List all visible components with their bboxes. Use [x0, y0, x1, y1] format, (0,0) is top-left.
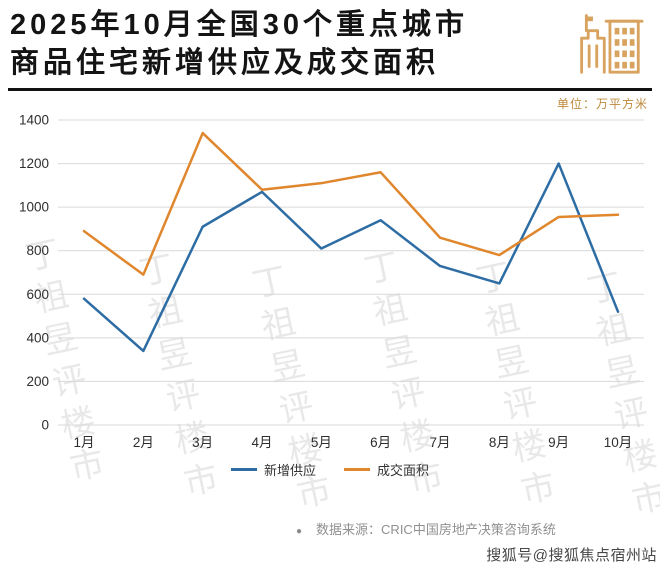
data-source: ● 数据来源：CRIC中国房地产决策咨询系统	[296, 519, 556, 538]
svg-text:1400: 1400	[19, 113, 49, 128]
svg-text:6月: 6月	[370, 435, 391, 450]
unit-label: 单位：万平方米	[556, 97, 648, 111]
svg-text:1200: 1200	[19, 156, 49, 171]
line-chart: 0 200 400 600 800 1000 1200 1400 1月 2月 3月 4月 5月 6月 7月 8…	[2, 110, 658, 455]
svg-text:600: 600	[26, 287, 49, 302]
sohu-credit: 搜狐号@搜狐焦点宿州站	[486, 547, 657, 564]
svg-text:9月: 9月	[548, 435, 569, 450]
title-underline	[8, 88, 652, 91]
svg-text:7月: 7月	[429, 435, 450, 450]
svg-text:1000: 1000	[19, 200, 49, 215]
svg-text:5月: 5月	[311, 435, 332, 450]
legend-label-new-supply: 新增供应	[263, 463, 316, 478]
source-text: 数据来源：CRIC中国房地产决策咨询系统	[316, 522, 556, 537]
legend-item-transaction-area: 成交面积	[344, 460, 429, 479]
new-supply-line-swatch	[230, 468, 257, 471]
svg-text:0: 0	[41, 418, 49, 433]
svg-text:200: 200	[26, 374, 49, 389]
bullet-icon: ●	[296, 526, 303, 537]
legend-label-transaction-area: 成交面积	[377, 463, 430, 478]
svg-text:2月: 2月	[133, 435, 154, 450]
legend-item-new-supply: 新增供应	[230, 460, 316, 479]
page-title: 2025年10月全国30个重点城市 商品住宅新增供应及成交面积	[10, 6, 468, 82]
transaction-area-line-swatch	[344, 468, 370, 471]
chart-legend: 新增供应 成交面积	[0, 460, 660, 479]
title-line2: 商品住宅新增供应及成交面积	[10, 47, 440, 79]
svg-text:10月: 10月	[604, 435, 633, 450]
svg-text:4月: 4月	[251, 435, 272, 450]
title-line1: 2025年10月全国30个重点城市	[10, 9, 469, 41]
svg-text:8月: 8月	[489, 435, 510, 450]
svg-text:3月: 3月	[192, 435, 213, 450]
svg-text:400: 400	[26, 330, 49, 345]
buildings-icon	[572, 8, 646, 76]
line-chart-canvas: 0 200 400 600 800 1000 1200 1400 1月 2月 3月 4月 5月 6月 7月 8…	[19, 113, 644, 450]
svg-text:1月: 1月	[73, 435, 94, 450]
svg-text:800: 800	[26, 243, 49, 258]
